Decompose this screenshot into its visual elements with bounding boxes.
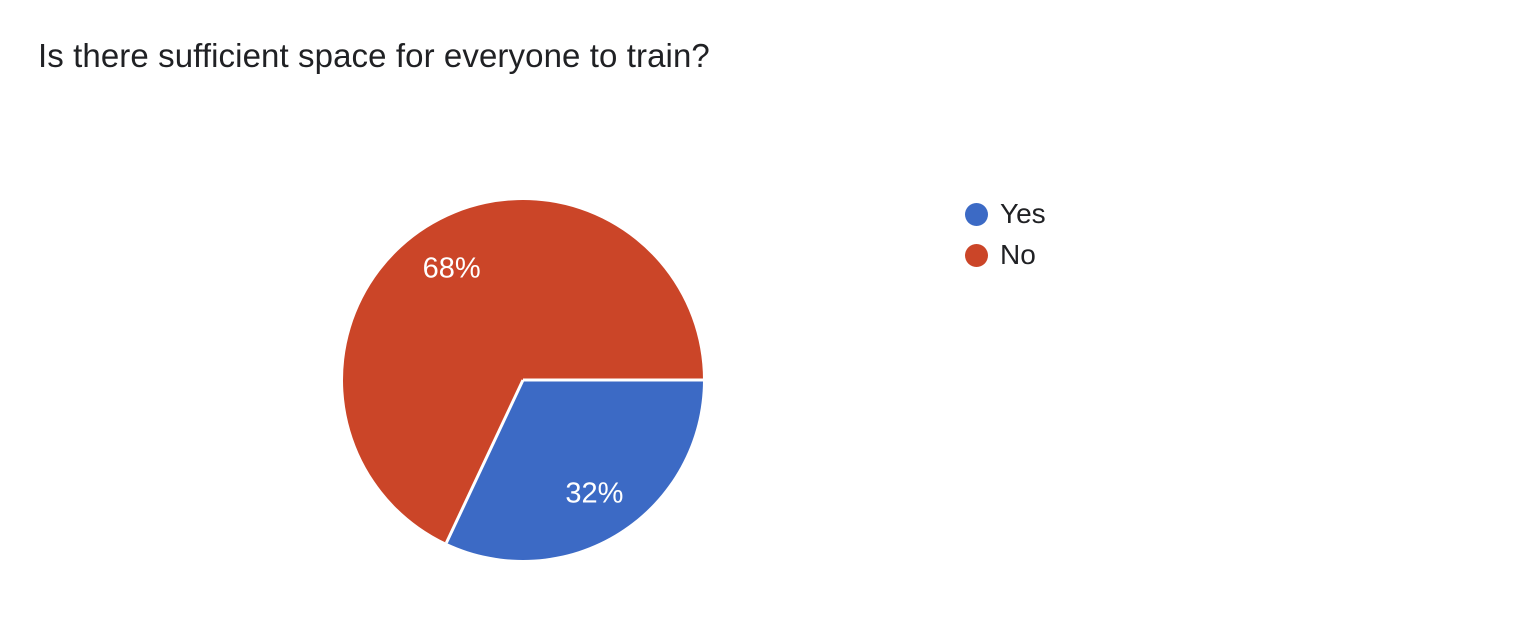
legend-swatch-yes-icon: [965, 202, 988, 226]
slice-separator: [445, 379, 525, 544]
legend-item-yes: Yes: [965, 200, 1046, 228]
slice-label-no: 68%: [423, 253, 481, 285]
chart-legend: Yes No: [965, 200, 1046, 282]
legend-label-no: No: [1000, 239, 1036, 270]
slice-label-yes: 32%: [565, 478, 623, 510]
legend-item-no: No: [965, 241, 1046, 269]
pie-slice-no[interactable]: [343, 200, 703, 543]
legend-swatch-no-icon: [965, 243, 988, 267]
pie-slice-yes[interactable]: [446, 380, 703, 560]
legend-label-yes: Yes: [1000, 198, 1046, 229]
question-title: Is there sufficient space for everyone t…: [38, 37, 710, 74]
